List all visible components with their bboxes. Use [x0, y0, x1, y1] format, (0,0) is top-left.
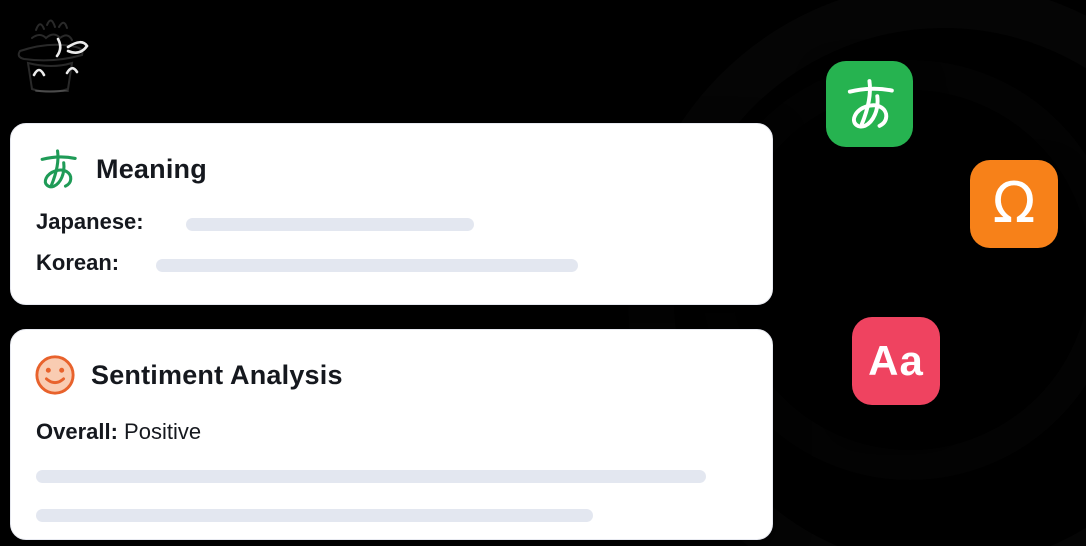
omega-glyph: Ω [992, 171, 1036, 236]
doodle-mascot-logo [17, 19, 89, 93]
sentiment-placeholder-bar-2 [36, 509, 593, 522]
meaning-card-title: Meaning [96, 153, 207, 184]
sentiment-card-title: Sentiment Analysis [91, 359, 343, 390]
overall-label: Overall: [36, 419, 118, 444]
japanese-placeholder-bar [186, 218, 474, 231]
hiragana-app-icon [826, 61, 913, 147]
japanese-label: Japanese: [36, 209, 144, 234]
sentiment-placeholder-bar-1 [36, 470, 706, 483]
smiley-face-icon [35, 355, 75, 395]
korean-placeholder-bar [156, 259, 578, 272]
overall-sentiment-line: Overall: Positive [36, 419, 201, 445]
aa-glyph: Aa [868, 337, 924, 384]
sentiment-card-header: Sentiment Analysis [34, 354, 343, 396]
meaning-card-header: Meaning [36, 146, 207, 192]
hiragana-a-glyph-icon [847, 79, 894, 129]
font-case-app-icon: Aa [852, 317, 940, 405]
korean-label: Korean: [36, 250, 120, 275]
meaning-card: Meaning Japanese: Korean: [10, 123, 773, 305]
hiragana-a-icon [40, 149, 77, 189]
omega-app-icon: Ω [970, 160, 1058, 248]
sentiment-card: Sentiment Analysis Overall: Positive [10, 329, 773, 540]
overall-value: Positive [117, 419, 202, 444]
